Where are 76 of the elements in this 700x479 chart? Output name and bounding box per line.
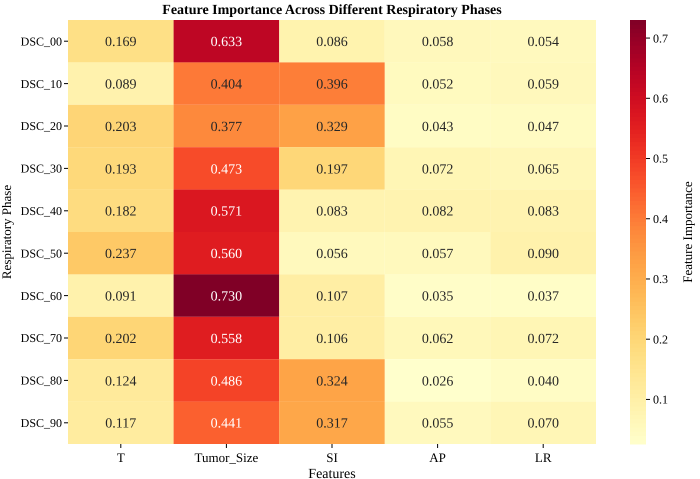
y-tick-label: DSC_80 <box>20 374 62 388</box>
color-bar-label: 0.3 <box>653 272 668 286</box>
chart-title: Feature Importance Across Different Respiratory Phases <box>162 3 502 18</box>
color-bar-label: 0.4 <box>653 212 668 226</box>
color-bar-label: 0.6 <box>653 91 668 106</box>
data-label: 0.055 <box>422 416 454 432</box>
y-tick-label: DSC_90 <box>20 416 62 430</box>
data-label: 0.633 <box>210 35 242 50</box>
data-label: 0.083 <box>316 204 348 220</box>
data-label: 0.035 <box>422 290 454 304</box>
color-bar-label: 0.1 <box>653 392 668 407</box>
color-bar-title: Feature Importance <box>680 181 695 283</box>
data-label: 0.037 <box>527 290 559 304</box>
data-label: 0.107 <box>316 290 348 304</box>
data-label: 0.571 <box>210 204 242 220</box>
data-label: 0.058 <box>422 35 454 50</box>
data-label: 0.193 <box>105 162 137 178</box>
data-label: 0.377 <box>210 120 242 135</box>
data-label: 0.057 <box>422 247 454 262</box>
x-tick-label: Tumor_Size <box>194 450 259 465</box>
data-label: 0.117 <box>105 416 136 432</box>
data-label: 0.203 <box>105 120 137 135</box>
data-label: 0.072 <box>422 162 454 178</box>
data-label: 0.202 <box>105 332 137 347</box>
y-tick-label: DSC_70 <box>20 331 62 346</box>
x-tick-label: AP <box>429 450 446 465</box>
data-label: 0.090 <box>527 247 559 262</box>
data-label: 0.329 <box>316 120 348 135</box>
data-label: 0.441 <box>210 416 242 432</box>
data-label: 0.082 <box>422 204 454 220</box>
color-bar-label: 0.2 <box>653 332 668 346</box>
x-axis-title: Features <box>308 467 356 479</box>
y-tick-label: DSC_00 <box>20 34 62 48</box>
data-label: 0.106 <box>316 332 348 347</box>
data-label: 0.086 <box>316 35 348 50</box>
data-label: 0.040 <box>527 374 559 390</box>
data-label: 0.324 <box>316 374 348 390</box>
data-label: 0.059 <box>527 78 559 92</box>
data-label: 0.052 <box>422 78 454 92</box>
data-label: 0.169 <box>105 35 137 50</box>
y-tick-label: DSC_40 <box>20 204 62 218</box>
data-label: 0.486 <box>210 374 242 390</box>
data-label: 0.056 <box>316 247 348 262</box>
y-tick-label: DSC_30 <box>20 162 62 176</box>
data-label: 0.558 <box>210 332 242 347</box>
x-tick-label: LR <box>534 450 552 465</box>
x-tick-label: T <box>116 450 125 465</box>
data-label: 0.396 <box>316 78 348 92</box>
data-label: 0.560 <box>210 247 242 262</box>
data-label: 0.730 <box>210 290 242 304</box>
data-label: 0.062 <box>422 332 454 347</box>
data-label: 0.182 <box>105 204 137 220</box>
data-label: 0.317 <box>316 416 348 432</box>
data-label: 0.089 <box>105 78 137 92</box>
data-label: 0.197 <box>316 162 348 178</box>
data-label: 0.070 <box>527 416 559 432</box>
data-label: 0.473 <box>210 162 242 178</box>
x-tick-label: SI <box>326 450 338 465</box>
y-axis-title: Respiratory Phase <box>0 184 14 280</box>
y-tick-label: DSC_10 <box>20 76 62 91</box>
data-label: 0.237 <box>105 247 137 262</box>
data-label: 0.083 <box>527 204 559 220</box>
data-label: 0.065 <box>527 162 559 178</box>
color-bar-label: 0.7 <box>653 31 668 46</box>
y-tick-label: DSC_50 <box>20 246 62 260</box>
data-label: 0.054 <box>527 35 559 50</box>
data-label: 0.072 <box>527 332 559 347</box>
data-label: 0.026 <box>422 374 454 390</box>
y-tick-label: DSC_60 <box>20 288 62 303</box>
color-bar-label: 0.5 <box>653 152 668 166</box>
data-label: 0.043 <box>422 120 454 135</box>
data-label: 0.091 <box>105 290 137 304</box>
y-tick-label: DSC_20 <box>20 119 62 134</box>
data-label: 0.404 <box>210 78 242 92</box>
data-label: 0.124 <box>105 374 137 390</box>
data-label: 0.047 <box>527 120 559 135</box>
